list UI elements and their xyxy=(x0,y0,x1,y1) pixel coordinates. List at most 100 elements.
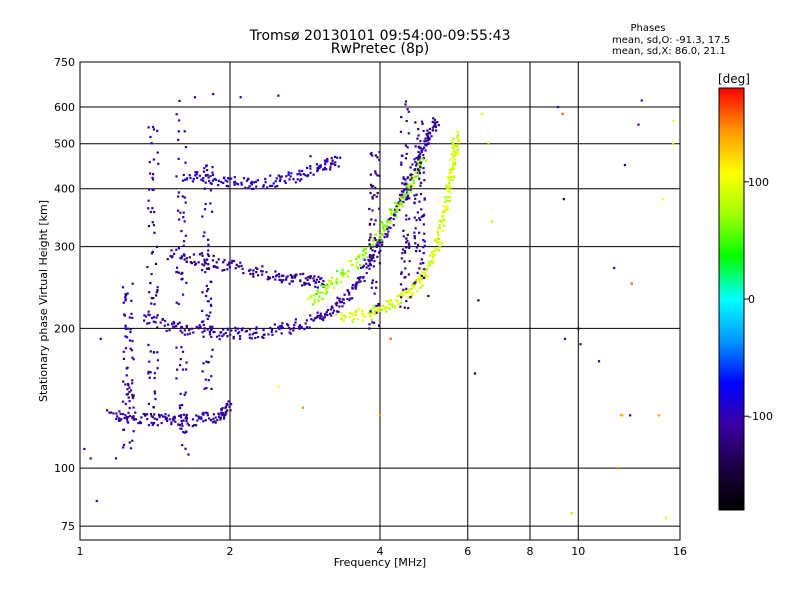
band-point xyxy=(124,299,127,302)
band-point xyxy=(402,288,405,291)
band-point xyxy=(184,447,187,450)
band-point xyxy=(203,167,206,170)
trace-point xyxy=(359,264,362,267)
band-point xyxy=(406,233,409,237)
band-point xyxy=(372,321,376,324)
trace-point xyxy=(421,148,424,151)
trace-point xyxy=(390,303,393,306)
trace-point xyxy=(321,291,324,294)
trace-point xyxy=(311,303,315,306)
trace-point xyxy=(190,327,193,330)
band-point xyxy=(152,351,155,354)
trace-point xyxy=(372,304,375,307)
trace-point xyxy=(300,178,303,181)
trace-point xyxy=(396,203,399,206)
trace-point xyxy=(240,181,243,184)
trace-point xyxy=(326,160,329,163)
trace-point xyxy=(150,421,153,424)
band-point xyxy=(420,274,423,277)
trace-point xyxy=(213,420,216,423)
trace-point xyxy=(450,167,453,171)
band-point xyxy=(207,300,210,303)
band-point xyxy=(149,135,152,139)
trace-point xyxy=(309,277,312,280)
trace-point xyxy=(432,117,435,120)
trace-point xyxy=(202,420,205,423)
band-point xyxy=(403,306,406,309)
trace-point xyxy=(401,290,404,293)
x-tick-label: 1 xyxy=(77,545,84,558)
band-point xyxy=(156,351,159,354)
band-point xyxy=(182,244,185,247)
y-tick-label: 500 xyxy=(54,138,75,151)
trace-point xyxy=(399,201,402,205)
trace-point xyxy=(411,163,414,166)
trace-point xyxy=(252,181,256,184)
band-point xyxy=(405,214,408,217)
band-point xyxy=(131,379,134,382)
band-point xyxy=(419,262,422,265)
trace-point xyxy=(317,298,320,302)
trace-point xyxy=(383,307,387,310)
trace-point xyxy=(155,418,159,421)
trace-point xyxy=(348,299,351,302)
band-point xyxy=(201,331,204,334)
trace-point xyxy=(240,264,243,267)
trace-point xyxy=(313,317,317,320)
trace-point xyxy=(221,406,224,410)
band-point xyxy=(371,249,374,252)
band-point xyxy=(374,186,377,190)
trace-point xyxy=(322,283,325,287)
trace-point xyxy=(193,423,196,427)
trace-point xyxy=(334,302,337,305)
trace-point xyxy=(278,179,282,183)
trace-point xyxy=(144,315,148,318)
band-point xyxy=(131,382,134,385)
trace-point xyxy=(124,414,127,417)
trace-point xyxy=(188,329,191,332)
trace-point xyxy=(293,324,296,327)
trace-point xyxy=(242,177,246,180)
trace-point xyxy=(432,253,435,256)
trace-point xyxy=(428,127,431,131)
trace-point xyxy=(222,417,226,420)
trace-point xyxy=(211,179,215,182)
trace-point xyxy=(417,278,420,281)
band-point xyxy=(205,284,208,288)
trace-point xyxy=(208,417,211,420)
trace-point xyxy=(202,335,205,338)
trace-point xyxy=(403,193,406,196)
trace-point xyxy=(399,198,402,202)
trace-point xyxy=(283,179,286,183)
band-point xyxy=(422,167,425,170)
trace-point xyxy=(347,275,350,278)
band-point xyxy=(156,129,159,132)
trace-point xyxy=(294,318,297,321)
band-point xyxy=(156,367,159,370)
band-point xyxy=(155,245,159,248)
trace-point xyxy=(341,274,344,278)
sparse-point xyxy=(630,282,633,285)
trace-point xyxy=(299,273,302,276)
trace-point xyxy=(317,165,320,169)
band-point xyxy=(400,272,403,275)
band-point xyxy=(369,152,372,156)
sparse-point xyxy=(301,406,305,409)
trace-point xyxy=(395,215,398,218)
trace-point xyxy=(195,414,198,417)
trace-point xyxy=(232,260,236,263)
band-point xyxy=(148,291,151,294)
band-point xyxy=(369,310,372,313)
trace-point xyxy=(181,331,184,334)
trace-point xyxy=(456,152,459,155)
band-point xyxy=(152,158,155,161)
band-point xyxy=(371,209,374,212)
trace-point xyxy=(331,306,334,309)
trace-point xyxy=(393,208,397,211)
band-point xyxy=(156,286,159,289)
sparse-point xyxy=(561,112,564,116)
trace-point xyxy=(349,259,352,263)
band-point xyxy=(419,192,423,196)
trace-point xyxy=(442,218,445,222)
trace-point xyxy=(278,278,281,281)
